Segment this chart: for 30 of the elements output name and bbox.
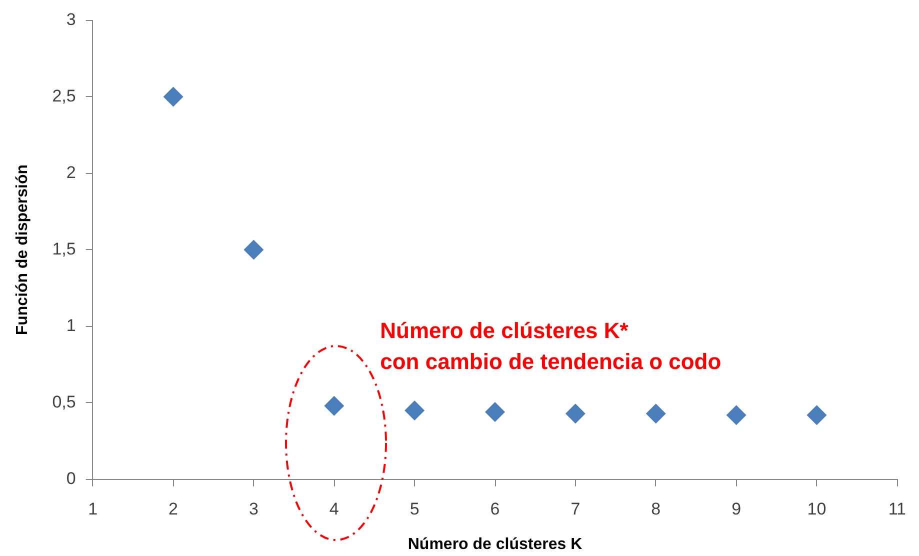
x-tick-label: 7 — [570, 499, 580, 518]
point — [244, 240, 264, 260]
y-tick-label: 0 — [66, 469, 76, 488]
y-tick-label: 1 — [66, 316, 76, 336]
annotation: Número de clústeres K* con cambio de tendencia o codo — [380, 318, 722, 374]
x-tick-label: 3 — [248, 499, 258, 518]
x-tick-label: 1 — [88, 499, 98, 518]
x-tick-label: 5 — [410, 499, 420, 518]
point — [646, 404, 666, 424]
y-axis-title: Función de dispersión — [14, 164, 32, 336]
y-tick-label: 2,5 — [52, 86, 76, 106]
y-tick-label: 3 — [66, 10, 76, 29]
y-tick-label: 1,5 — [52, 239, 76, 258]
x-tick-label: 10 — [807, 499, 826, 518]
point — [404, 400, 425, 421]
point — [565, 404, 586, 424]
x-tick-label: 4 — [329, 499, 339, 518]
point — [324, 396, 344, 416]
x-axis-title: Número de clústeres K — [408, 536, 583, 553]
x-tick-label: 6 — [490, 499, 500, 518]
y-tick-label: 2 — [66, 162, 76, 182]
point — [485, 402, 506, 422]
point — [726, 405, 746, 426]
x-tick-label: 8 — [651, 499, 661, 518]
x-tick-label: 11 — [888, 499, 906, 518]
y-tick-label: 0,5 — [52, 392, 76, 412]
point — [806, 405, 827, 426]
point — [163, 86, 184, 107]
x-tick-label: 2 — [168, 499, 178, 518]
x-tick-label: 9 — [732, 499, 742, 518]
